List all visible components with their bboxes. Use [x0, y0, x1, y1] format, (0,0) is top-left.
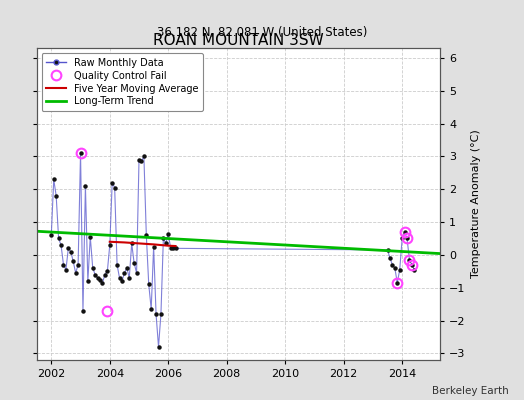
Title: ROAN MOUNTAIN 3SW: ROAN MOUNTAIN 3SW [153, 33, 324, 48]
Legend: Raw Monthly Data, Quality Control Fail, Five Year Moving Average, Long-Term Tren: Raw Monthly Data, Quality Control Fail, … [41, 53, 203, 111]
Text: 36.182 N, 82.081 W (United States): 36.182 N, 82.081 W (United States) [157, 26, 367, 39]
Text: Berkeley Earth: Berkeley Earth [432, 386, 508, 396]
Y-axis label: Temperature Anomaly (°C): Temperature Anomaly (°C) [471, 130, 481, 278]
